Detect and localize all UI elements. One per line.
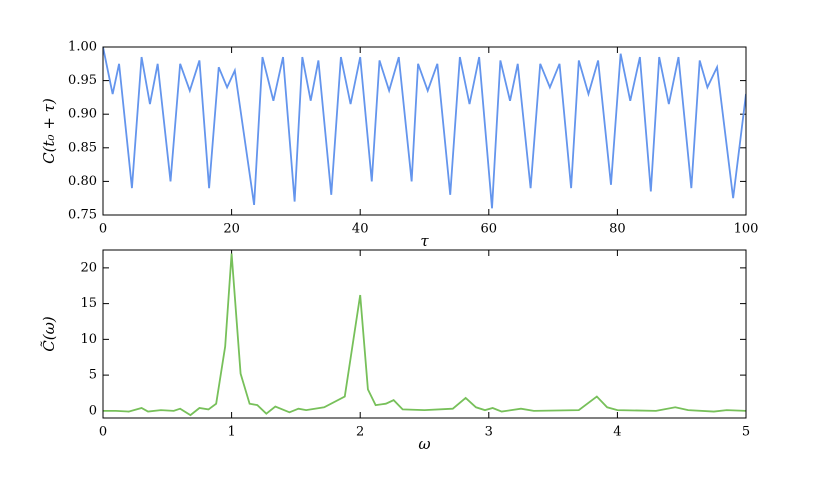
x-tick-label: 0	[99, 222, 107, 237]
data-line	[103, 253, 746, 417]
axes-frame	[102, 46, 747, 216]
y-tick-label: 0.95	[68, 73, 97, 88]
x-tick-label: 2	[356, 425, 364, 440]
y-tick-label: 15	[80, 296, 97, 311]
y-tick-label: 10	[80, 332, 97, 347]
y-tick-label: 0.80	[68, 174, 97, 189]
x-tick-label: 3	[485, 425, 493, 440]
axes-frame	[102, 249, 747, 419]
y-axis-label: C̃(ω)	[40, 316, 58, 352]
x-axis-label: τ	[420, 232, 429, 250]
x-tick-label: 0	[99, 425, 107, 440]
y-axis-label: C(t₀ + τ)	[40, 98, 58, 164]
x-tick-label: 1	[227, 425, 235, 440]
y-tick-label: 5	[89, 368, 97, 383]
y-tick-label: 0.85	[68, 140, 97, 155]
data-line	[103, 47, 746, 209]
y-tick-label: 1.00	[68, 40, 97, 55]
x-tick-label: 5	[742, 425, 750, 440]
y-tick-label: 0.90	[68, 107, 97, 122]
x-tick-label: 4	[613, 425, 621, 440]
x-tick-label: 20	[223, 222, 240, 237]
x-axis-label: ω	[418, 435, 430, 453]
x-tick-label: 60	[481, 222, 498, 237]
y-tick-label: 0.75	[68, 208, 97, 223]
x-tick-label: 80	[609, 222, 626, 237]
y-tick-label: 20	[80, 260, 97, 275]
y-tick-label: 0	[89, 403, 97, 418]
x-tick-label: 40	[352, 222, 369, 237]
x-tick-label: 100	[734, 222, 759, 237]
